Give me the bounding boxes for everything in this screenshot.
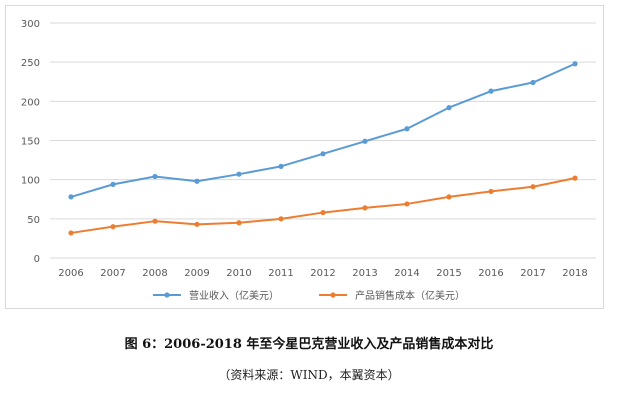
series-2 xyxy=(68,175,578,236)
data-point xyxy=(152,173,158,180)
data-point xyxy=(152,218,158,224)
data-point xyxy=(278,163,284,169)
data-point xyxy=(362,138,368,144)
legend: 营业收入（亿美元） 产品销售成本（亿美元） xyxy=(153,289,465,302)
data-point xyxy=(362,205,368,211)
y-tick-label: 300 xyxy=(21,19,40,30)
y-tick-label: 50 xyxy=(27,215,40,226)
figure-caption: 图 6：2006-2018 年至今星巴克营业收入及产品销售成本对比 xyxy=(124,337,494,352)
y-tick-label: 250 xyxy=(21,58,40,69)
data-point xyxy=(110,224,116,230)
gridlines xyxy=(50,22,596,259)
x-tick-label: 2011 xyxy=(268,268,293,279)
x-tick-label: 2009 xyxy=(184,268,209,279)
chart-frame: 0 50 100 150 200 250 300 2006 2007 2008 2009 2010 2… xyxy=(5,5,604,309)
x-tick-label: 2013 xyxy=(352,268,377,279)
x-tick-label: 2018 xyxy=(562,268,587,279)
data-point xyxy=(404,126,410,132)
data-point xyxy=(194,221,200,227)
data-point xyxy=(446,194,452,200)
data-point xyxy=(236,171,242,177)
data-point xyxy=(110,181,116,187)
legend-label: 产品销售成本（亿美元） xyxy=(355,289,465,302)
data-point xyxy=(446,105,452,111)
x-tick-label: 2006 xyxy=(58,268,83,279)
data-point xyxy=(68,230,74,236)
data-point xyxy=(236,220,242,226)
data-point xyxy=(68,194,74,200)
data-point xyxy=(278,216,284,222)
x-tick-label: 2017 xyxy=(520,268,545,279)
figure-source: （资料来源：WIND，本翼资本） xyxy=(218,368,400,382)
x-tick-label: 2015 xyxy=(436,268,461,279)
y-tick-label: 100 xyxy=(21,176,40,187)
data-point xyxy=(530,184,536,190)
data-point xyxy=(320,151,326,157)
data-point xyxy=(572,175,578,181)
x-tick-label: 2010 xyxy=(226,268,251,279)
data-point xyxy=(320,209,326,216)
y-axis-ticks: 0 50 100 150 200 250 300 xyxy=(21,19,40,265)
x-tick-label: 2008 xyxy=(142,268,167,279)
data-point xyxy=(572,61,578,67)
legend-label: 营业收入（亿美元） xyxy=(189,289,279,302)
series-line xyxy=(70,177,576,234)
x-axis-ticks: 2006 2007 2008 2009 2010 2011 2012 2013 2014 2015… xyxy=(58,268,587,279)
series-line xyxy=(70,62,576,198)
y-tick-label: 150 xyxy=(21,137,40,148)
data-point xyxy=(530,79,536,86)
x-tick-label: 2012 xyxy=(310,268,335,279)
legend-entry-1: 营业收入（亿美元） xyxy=(153,289,279,302)
data-point xyxy=(194,178,200,184)
series-1 xyxy=(68,61,578,200)
x-tick-label: 2007 xyxy=(100,268,125,279)
y-tick-label: 0 xyxy=(34,254,40,265)
legend-entry-2: 产品销售成本（亿美元） xyxy=(319,289,465,302)
data-point xyxy=(488,88,494,94)
data-point xyxy=(404,201,410,207)
y-tick-label: 200 xyxy=(21,97,40,108)
legend-marker xyxy=(330,292,336,298)
series-lines xyxy=(68,61,578,236)
x-tick-label: 2014 xyxy=(394,268,419,279)
x-tick-label: 2016 xyxy=(478,268,503,279)
data-point xyxy=(488,188,494,195)
legend-marker xyxy=(164,292,170,298)
